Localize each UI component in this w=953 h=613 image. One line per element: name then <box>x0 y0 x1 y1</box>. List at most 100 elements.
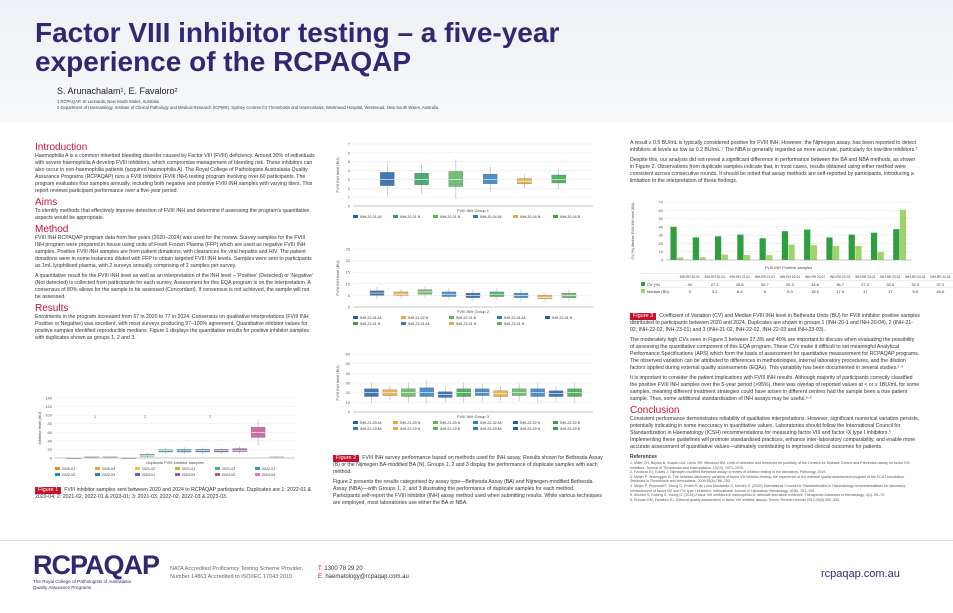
legend-swatch <box>215 467 220 470</box>
contact-info: T: 1300 78 29 20 E: haematology@rcpaqap.… <box>318 565 409 581</box>
table-header-cell: INH-RH 24-04 <box>927 273 953 281</box>
legend-label: INH-20-04 N <box>520 215 541 219</box>
legend-swatch <box>473 215 478 218</box>
y-axis-label: FVIII INH level (BU) <box>335 157 340 193</box>
legend-label: 2021-03 <box>222 467 235 471</box>
legend-label: INH-23-03 B <box>560 427 581 431</box>
figure-3-caption: Figure 3 Coefficient of Variation (CV) an… <box>630 313 920 334</box>
legend-swatch <box>449 316 454 319</box>
reference-item: 5. Kitchen S, Kaberg S, Young G. (2015) … <box>630 493 886 498</box>
method-text-2: A quantitative result for the FVIII INH … <box>35 273 313 300</box>
legend-swatch <box>393 427 398 430</box>
box-INH-20-01 All <box>380 172 395 186</box>
box-INH-21-02 N <box>393 291 409 296</box>
y-tick-label: 40 <box>659 224 664 229</box>
legend-swatch <box>433 421 438 424</box>
bar-CV (%) <box>670 226 677 260</box>
reference-item: 3. Meijer P, Verbruggen B. The between-l… <box>630 474 906 484</box>
legend-label: 2022-02 <box>62 473 75 477</box>
y-tick-label: 50 <box>659 216 664 221</box>
table-row: CV (%) 40 27.3 28.6 30.7 26.3 34.8 36.7 27.2 30.6… <box>640 280 953 288</box>
figure-2-tag: Figure 2 <box>333 455 360 462</box>
table-header-cell: INH-RH 20-01 <box>677 273 703 281</box>
y-tick-label: 40 <box>346 371 351 376</box>
conclusion-heading: Conclusion <box>630 405 680 416</box>
box-INH-22-03 B <box>512 388 527 396</box>
legend-label: INH-22-02 All <box>480 421 502 425</box>
table-header-cell: INH-RH 22-02 <box>802 273 828 281</box>
legend-swatch <box>473 421 478 424</box>
conclusion-text: Consistent performance demonstrates reli… <box>630 416 920 450</box>
table-header-cell: INH-RH 23-03 <box>877 273 903 281</box>
box-INH-22-03 All <box>475 388 490 396</box>
legend-swatch <box>497 316 502 319</box>
legend-swatch <box>135 467 140 470</box>
column-3-top: A result ≥ 0.6 BU/mL is typically consid… <box>630 140 920 188</box>
bar-CV (%) <box>737 234 744 260</box>
y-tick-label: 20 <box>346 390 351 395</box>
legend-swatch <box>545 316 550 319</box>
nata-accreditation: NATA Accredited Proficiency Testing Sche… <box>170 565 303 581</box>
legend-swatch <box>353 316 358 319</box>
legend-swatch <box>353 421 358 424</box>
references-heading: References <box>630 454 657 460</box>
legend-swatch <box>353 322 358 325</box>
phone-number[interactable]: 1300 78 29 20 <box>324 566 363 572</box>
legend-swatch <box>393 215 398 218</box>
bar-CV (%) <box>759 238 766 260</box>
figure-3-caption-text: Coefficient of Variation (CV) and Median… <box>630 313 920 333</box>
brand-logo: RCPAQAP <box>33 550 160 580</box>
group-label: 2 <box>144 415 146 419</box>
box-INH-20-01 B <box>448 171 464 187</box>
figure-2-group-1-chart: 0 1 2 3 4 5 6 7 FVIII INH level (BU) FVIII INH Gr… <box>335 142 593 219</box>
y-axis-label: CV (%) Median FVIII INH level (BU) <box>631 203 635 260</box>
figure-1-chart: 0 20 40 60 80 100 120 140 Inhibitor level (BU) Du… <box>37 396 295 477</box>
email-link[interactable]: haematology@rcpaqap.com.au <box>325 574 409 580</box>
table-cell: 17 <box>852 287 878 295</box>
bar-Median (BU) <box>877 252 884 260</box>
method-text-1: FVIII INH RCPAQAP program data from five… <box>35 235 312 269</box>
y-tick-label: 1 <box>348 195 351 200</box>
legend-swatch <box>353 427 358 430</box>
affiliation-1: 1 RCPAQAP, St Leonards, New South Wales,… <box>57 99 159 104</box>
box-INH-22-02 All <box>419 387 434 397</box>
y-tick-label: 0 <box>661 258 664 263</box>
references-list: 1. Miller CH, Boylan B, Shapiro AD, Lent… <box>630 461 920 502</box>
legend-label: INH-23-03 All <box>480 427 502 431</box>
legend-swatch <box>449 322 454 325</box>
legend-label: INH-22-02 B <box>560 421 581 425</box>
reference-item: 1. Miller CH, Boylan B, Shapiro AD, Lent… <box>630 461 910 470</box>
page-title: Factor VIII inhibitor testing – a five-y… <box>35 17 560 77</box>
col3-para-1: A result ≥ 0.6 BU/mL is typically consid… <box>630 140 918 153</box>
y-tick-label: 140 <box>45 396 52 401</box>
legend-swatch <box>553 421 558 424</box>
table-cell: 17 <box>877 287 903 295</box>
legend-label: INH-22-01 B <box>456 316 477 320</box>
legend-swatch <box>353 215 358 218</box>
bar-Median (BU) <box>699 257 706 260</box>
website-link[interactable]: rcpaqap.com.au <box>821 568 900 580</box>
legend-swatch <box>255 467 260 470</box>
legend-label: 2022-01 <box>262 467 275 471</box>
legend-label: INH-22-03 B <box>440 427 461 431</box>
legend-label: INH-23-01 All <box>408 322 430 326</box>
legend-swatch <box>393 421 398 424</box>
legend-swatch <box>95 473 100 476</box>
table-cell: 17.9 <box>827 287 853 295</box>
legend-label: INH-23-03 N <box>520 427 541 431</box>
table-cell: 9.5 <box>902 287 928 295</box>
bar-Median (BU) <box>899 209 907 260</box>
y-tick-label: 60 <box>48 430 53 435</box>
bar-CV (%) <box>893 229 900 260</box>
legend-swatch <box>55 473 60 476</box>
table-cell: 27.2 <box>852 280 878 288</box>
y-tick-label: 30 <box>659 233 664 238</box>
legend-swatch <box>401 316 406 319</box>
table-cell: 60.6 <box>927 287 953 295</box>
table-cell: 28.6 <box>727 280 753 288</box>
y-tick-label: 80 <box>48 421 53 426</box>
y-tick-label: 0 <box>348 204 351 209</box>
y-tick-label: 60 <box>659 208 664 213</box>
figure-2-discussion: Figure 2 presents the results categorise… <box>333 479 603 506</box>
legend-label: 2021-02 <box>142 467 155 471</box>
